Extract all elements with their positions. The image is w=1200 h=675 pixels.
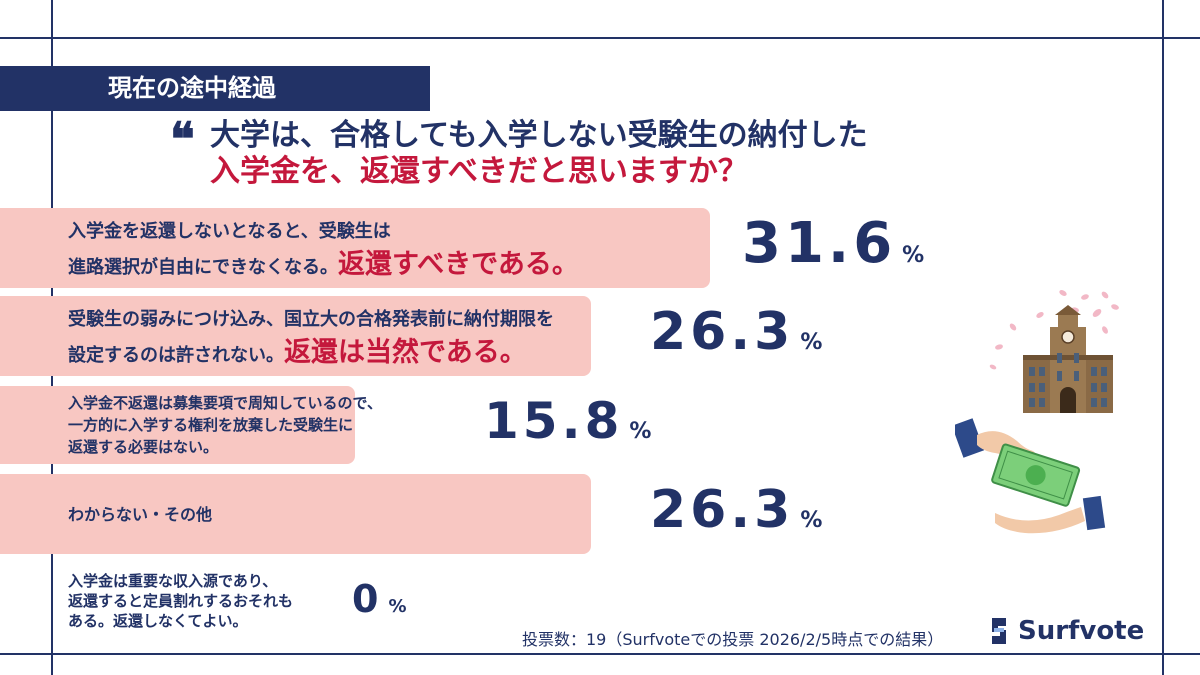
percentage-unit: %: [629, 419, 656, 444]
option-label-1: 入学金を返還しないとなると、受験生は 進路選択が自由にできなくなる。返還すべきであ…: [68, 215, 579, 284]
question-line-1: 大学は、合格しても入学しない受験生の納付した: [210, 118, 868, 153]
frame-line-bottom: [0, 653, 1200, 655]
option-emphasis: 返還すべきである。: [338, 249, 579, 280]
surfvote-logo: Surfvote: [988, 613, 1144, 649]
percentage-value: 15.8: [484, 392, 624, 450]
option-line-text: 入学金を返還しないとなると、受験生は: [68, 221, 391, 242]
frame-line-right: [1162, 0, 1164, 675]
option-line: 返還すると定員割れするおそれも: [68, 591, 293, 611]
option-line: 入学金を返還しないとなると、受験生は: [68, 215, 579, 248]
bar-2: [0, 296, 591, 376]
option-line-text: わからない・その他: [68, 505, 213, 524]
option-line-text: 進路選択が自由にできなくなる。: [68, 257, 338, 278]
percentage-label-4: 26.3%: [650, 484, 826, 547]
option-line-text: ある。返還しなくてよい。: [68, 612, 248, 630]
option-line: わからない・その他: [68, 503, 212, 527]
percentage-label-3: 15.8%: [484, 396, 655, 457]
option-line-text: 設定するのは許されない。: [68, 345, 284, 366]
option-line-text: 入学金は重要な収入源であり、: [68, 572, 278, 590]
quote-icon: ❝: [170, 112, 195, 166]
option-line: ある。返還しなくてよい。: [68, 611, 293, 631]
bar-3: [0, 386, 355, 464]
status-label: 現在の途中経過: [0, 66, 430, 111]
option-label-5: 入学金は重要な収入源であり、 返還すると定員割れするおそれも ある。返還しなくてよい…: [68, 571, 293, 631]
percentage-unit: %: [800, 508, 827, 533]
bar-1: [0, 208, 710, 288]
percentage-label-2: 26.3%: [650, 306, 826, 369]
question-line-2: 入学金を、返還すべきだと思いますか？: [210, 154, 748, 189]
percentage-value: 26.3: [650, 302, 795, 362]
percentage-value: 26.3: [650, 480, 795, 540]
percentage-value: 31.6: [742, 211, 897, 276]
surfvote-logo-icon: [992, 618, 1006, 644]
option-line-text: 返還すると定員割れするおそれも: [68, 592, 294, 610]
money-handover-icon: [955, 418, 1106, 534]
option-line-text: 返還する必要はない。: [68, 438, 219, 456]
option-line: 返還する必要はない。: [68, 436, 382, 458]
bar-4: [0, 474, 591, 554]
percentage-unit: %: [388, 596, 411, 617]
option-emphasis: 返還は当然である。: [284, 337, 527, 368]
percentage-unit: %: [800, 330, 827, 355]
surfvote-logo-text: Surfvote: [1018, 616, 1145, 646]
frame-line-top: [0, 37, 1200, 39]
option-line: 入学金不返還は募集要項で周知しているので、: [68, 392, 382, 414]
option-label-4: わからない・その他: [68, 503, 212, 527]
percentage-unit: %: [902, 243, 929, 268]
option-label-3: 入学金不返還は募集要項で周知しているので、 一方的に入学する権利を放棄した受験生に…: [68, 392, 382, 458]
percentage-label-1: 31.6%: [742, 216, 928, 284]
university-building-icon: [989, 290, 1119, 413]
option-line-text: 一方的に入学する権利を放棄した受験生に: [68, 416, 354, 434]
option-line-text: 受験生の弱みにつけ込み、国立大の合格発表前に納付期限を: [68, 309, 554, 330]
option-label-2: 受験生の弱みにつけ込み、国立大の合格発表前に納付期限を 設定するのは許されない。返…: [68, 303, 554, 372]
option-line: 受験生の弱みにつけ込み、国立大の合格発表前に納付期限を: [68, 303, 554, 336]
option-line-text: 入学金不返還は募集要項で周知しているので、: [68, 394, 382, 412]
percentage-value: 0: [352, 577, 383, 621]
option-line: 入学金は重要な収入源であり、: [68, 571, 293, 591]
option-line: 設定するのは許されない。返還は当然である。: [68, 336, 554, 372]
option-line: 進路選択が自由にできなくなる。返還すべきである。: [68, 248, 579, 284]
option-line: 一方的に入学する権利を放棄した受験生に: [68, 414, 382, 436]
vote-count-note: 投票数：19（Surfvoteでの投票 2026/2/5時点での結果）: [522, 630, 944, 649]
percentage-label-5: 0%: [352, 580, 411, 626]
